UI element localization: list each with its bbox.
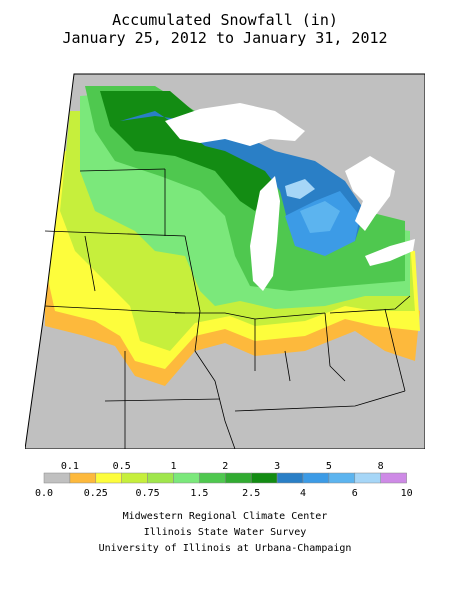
- legend-swatch-13: [380, 472, 407, 484]
- lake-michigan: [250, 176, 280, 291]
- lake-superior: [165, 103, 305, 146]
- five-inch-patch: [300, 201, 340, 233]
- legend-swatch-5: [173, 472, 200, 484]
- legend-lower-label-6: 6: [352, 488, 358, 498]
- legend-swatch-4: [147, 472, 174, 484]
- state-borders: [44, 168, 411, 449]
- legend-swatch-8: [250, 472, 278, 484]
- map-title-line2: January 25, 2012 to January 31, 2012: [62, 29, 388, 47]
- legend-swatch-9: [276, 472, 304, 484]
- legend-upper-label-1: 0.5: [113, 461, 131, 472]
- map-title-line1: Accumulated Snowfall (in): [112, 11, 338, 29]
- legend-swatch-1: [69, 472, 97, 484]
- legend-swatch-2: [95, 472, 122, 484]
- six-inch-patch: [285, 179, 315, 199]
- lake-huron: [345, 156, 395, 231]
- legend-lower-label-3: 1.5: [190, 488, 208, 498]
- credit-line2: Illinois State Water Survey: [143, 527, 307, 538]
- legend-swatch-7: [225, 472, 252, 484]
- legend-lower-label-5: 4: [300, 488, 306, 498]
- legend-upper-label-3: 2: [222, 461, 228, 472]
- legend-swatch-12: [354, 472, 381, 484]
- legend-lower-label-7: 10: [401, 488, 413, 498]
- legend-upper-label-0: 0.1: [61, 461, 79, 472]
- credit-line3: University of Illinois at Urbana-Champai…: [98, 543, 352, 554]
- legend-lower-label-0: 0.0: [35, 488, 53, 498]
- credit-line1: Midwestern Regional Climate Center: [122, 511, 328, 522]
- snowfall-map: [25, 73, 425, 449]
- legend-upper-label-5: 5: [326, 461, 332, 472]
- legend-swatch-0: [43, 472, 71, 484]
- legend-upper-label-2: 1: [170, 461, 176, 472]
- legend-swatch-11: [328, 472, 356, 484]
- legend: 0.1 0.5 1 2 3 5 8 0.0 0.25 0.75 1.5 2.5 4 6 10: [35, 461, 413, 498]
- legend-lower-label-2: 0.75: [136, 488, 160, 498]
- two-and-half-inch-band: [100, 91, 275, 211]
- legend-upper-label-4: 3: [274, 461, 280, 472]
- legend-swatch-10: [302, 472, 330, 484]
- lake-erie: [365, 239, 415, 266]
- map-frame: [25, 73, 425, 449]
- legend-lower-label-4: 2.5: [242, 488, 260, 498]
- legend-swatch-6: [199, 472, 226, 484]
- legend-upper-label-6: 8: [378, 461, 384, 472]
- legend-lower-label-1: 0.25: [84, 488, 108, 498]
- legend-swatch-3: [121, 472, 148, 484]
